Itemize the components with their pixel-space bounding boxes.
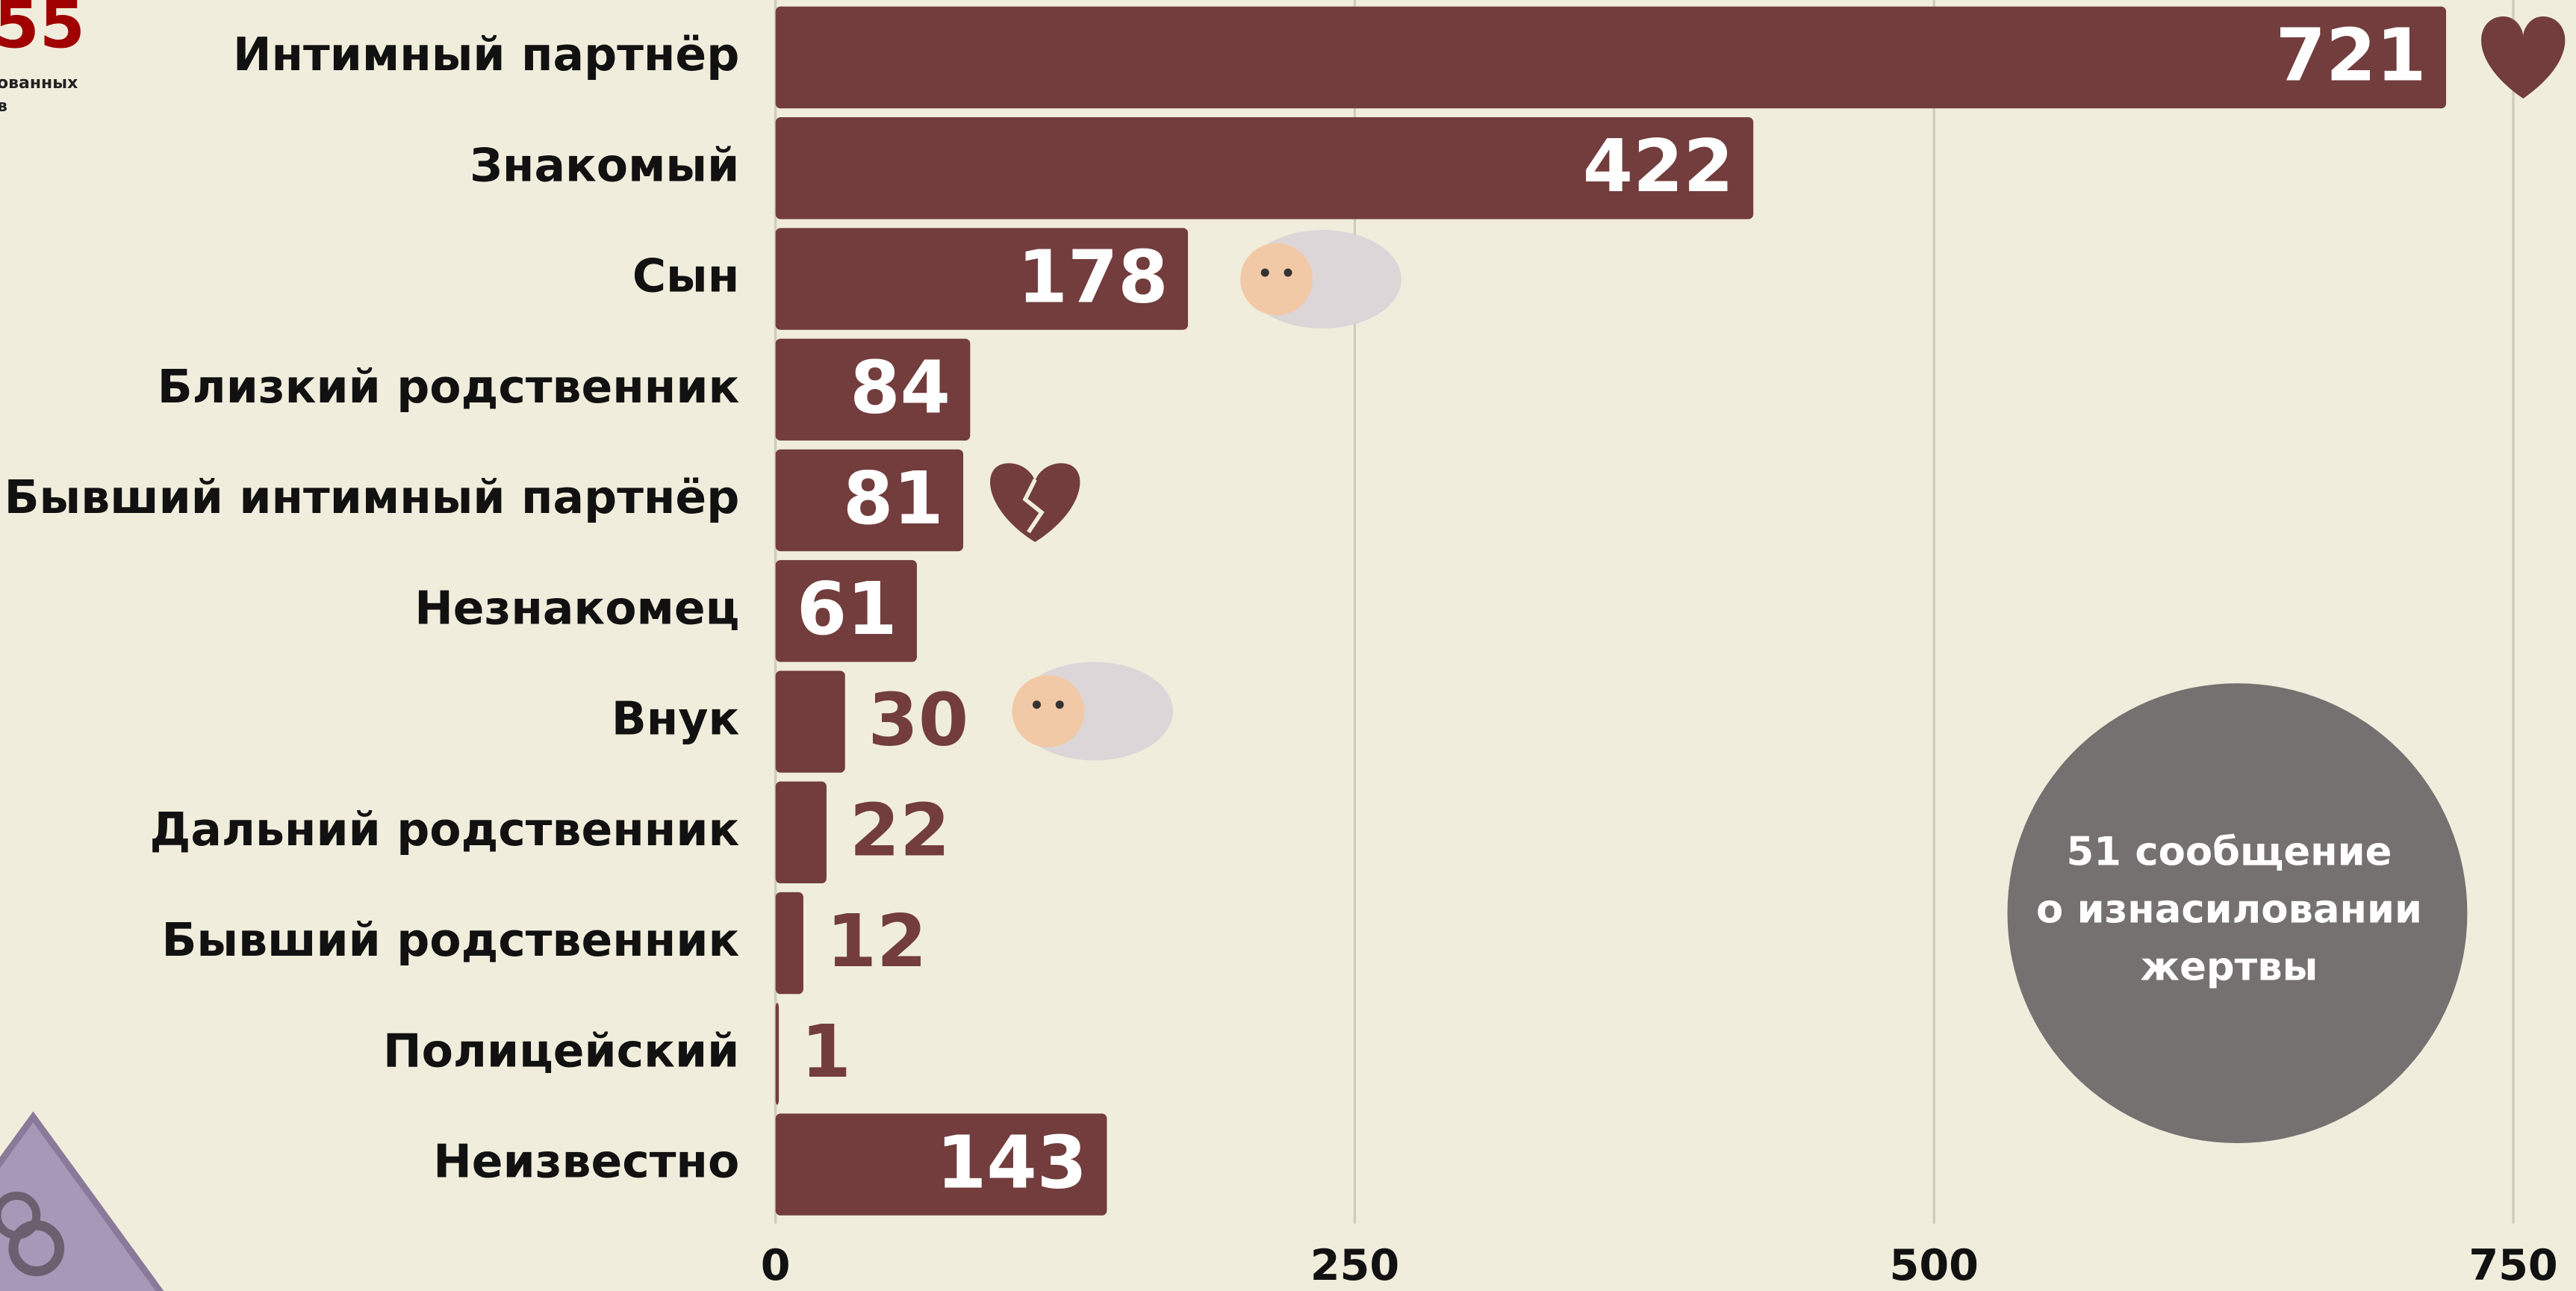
value-label: 22	[850, 788, 951, 873]
value-label: 30	[868, 677, 969, 762]
y-tick-label: Внук	[612, 692, 739, 746]
y-tick-label: Сын	[632, 249, 739, 303]
chart: 721 422 178 84 81 61 30 22 12 1 143 55 ованных в 5…	[0, 0, 2576, 1291]
circle-text: жертвы	[2141, 944, 2318, 989]
y-tick-label: Бывший интимный партнёр	[4, 470, 740, 524]
y-tick-label: Полицейский	[383, 1024, 739, 1077]
x-tick-label: 500	[1890, 1241, 1979, 1290]
y-tick-label: Неизвестно	[433, 1135, 739, 1189]
circle-text: 51 сообщение	[2067, 830, 2392, 875]
value-label: 721	[2276, 13, 2427, 98]
x-tick-label: 0	[761, 1241, 791, 1290]
value-label: 422	[1583, 124, 1734, 208]
circle-text: о изнасиловании	[2036, 886, 2422, 932]
y-tick-label: Незнакомец	[414, 581, 739, 635]
value-label: 178	[1018, 234, 1169, 319]
corner-number: 55	[0, 0, 85, 63]
y-tick-label: Бывший родственник	[161, 913, 739, 967]
y-tick-label: Дальний родственник	[149, 803, 739, 856]
bar	[776, 892, 803, 994]
value-label: 61	[797, 567, 897, 651]
y-tick-label: Интимный партнёр	[233, 28, 739, 81]
value-label: 1	[801, 1010, 851, 1094]
y-tick-label: Знакомый	[470, 138, 739, 192]
value-label: 84	[850, 346, 951, 430]
value-label: 81	[843, 456, 944, 541]
y-tick-label: Близкий родственник	[158, 360, 740, 414]
value-label: 143	[936, 1120, 1087, 1204]
bar	[776, 671, 845, 772]
value-label: 12	[827, 899, 927, 983]
bar	[776, 1003, 779, 1104]
x-tick-label: 750	[2468, 1241, 2557, 1290]
x-tick-label: 250	[1310, 1241, 1399, 1290]
bar	[776, 782, 827, 883]
corner-text: ованных	[0, 74, 78, 93]
bar	[776, 7, 2446, 108]
corner-text: в	[0, 97, 7, 116]
